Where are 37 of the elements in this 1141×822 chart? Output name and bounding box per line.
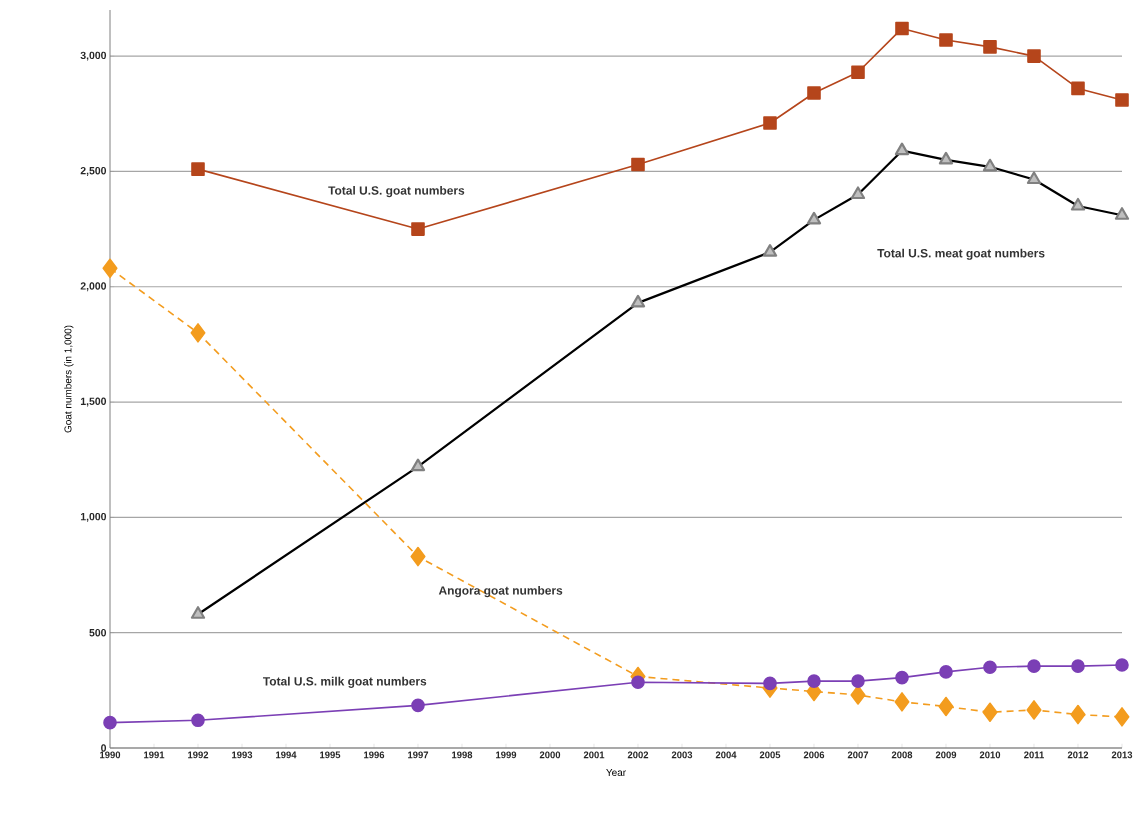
x-tick-label: 1996 xyxy=(364,751,385,759)
x-tick-label: 2012 xyxy=(1067,751,1089,759)
x-tick-label: 1998 xyxy=(452,751,473,759)
x-tick-label: 1990 xyxy=(100,751,121,759)
y-tick-label: 2,000 xyxy=(80,282,107,292)
x-tick-label: 2008 xyxy=(891,751,913,759)
x-tick-label: 1995 xyxy=(320,751,341,759)
y-tick-label: 2,500 xyxy=(80,166,107,176)
y-axis-title: Goat numbers (in 1,000) xyxy=(64,325,74,433)
x-tick-label: 1992 xyxy=(188,751,209,759)
x-tick-label: 2002 xyxy=(627,751,649,759)
y-tick-label: 500 xyxy=(89,628,107,637)
x-tick-label: 1997 xyxy=(408,751,429,759)
y-tick-label: 0 xyxy=(101,744,107,752)
x-axis-title: Year xyxy=(606,769,626,777)
y-tick-label: 1,500 xyxy=(80,397,107,407)
x-tick-label: 2006 xyxy=(803,751,825,759)
x-tick-label: 2000 xyxy=(539,751,561,759)
annotation: Angora goat numbers xyxy=(438,585,563,598)
x-tick-label: 2004 xyxy=(715,751,737,759)
x-tick-label: 2003 xyxy=(671,751,693,759)
x-tick-label: 2009 xyxy=(935,751,957,759)
x-tick-label: 2007 xyxy=(847,751,869,759)
x-tick-label: 2005 xyxy=(759,751,781,759)
x-tick-label: 2011 xyxy=(1024,751,1044,759)
x-tick-label: 1991 xyxy=(144,751,165,759)
annotation: Total U.S. meat goat numbers xyxy=(877,248,1045,260)
x-tick-label: 1994 xyxy=(276,751,297,759)
x-tick-label: 2010 xyxy=(979,751,1001,759)
x-tick-label: 1999 xyxy=(496,751,517,759)
annotation: Total U.S. milk goat numbers xyxy=(262,676,427,688)
x-tick-label: 2013 xyxy=(1111,751,1133,759)
annotation: Total U.S. goat numbers xyxy=(328,185,465,198)
x-tick-label: 1993 xyxy=(232,751,253,759)
y-tick-label: 1,000 xyxy=(80,512,107,522)
x-tick-label: 2001 xyxy=(583,751,605,759)
y-tick-label: 3,000 xyxy=(80,51,107,61)
